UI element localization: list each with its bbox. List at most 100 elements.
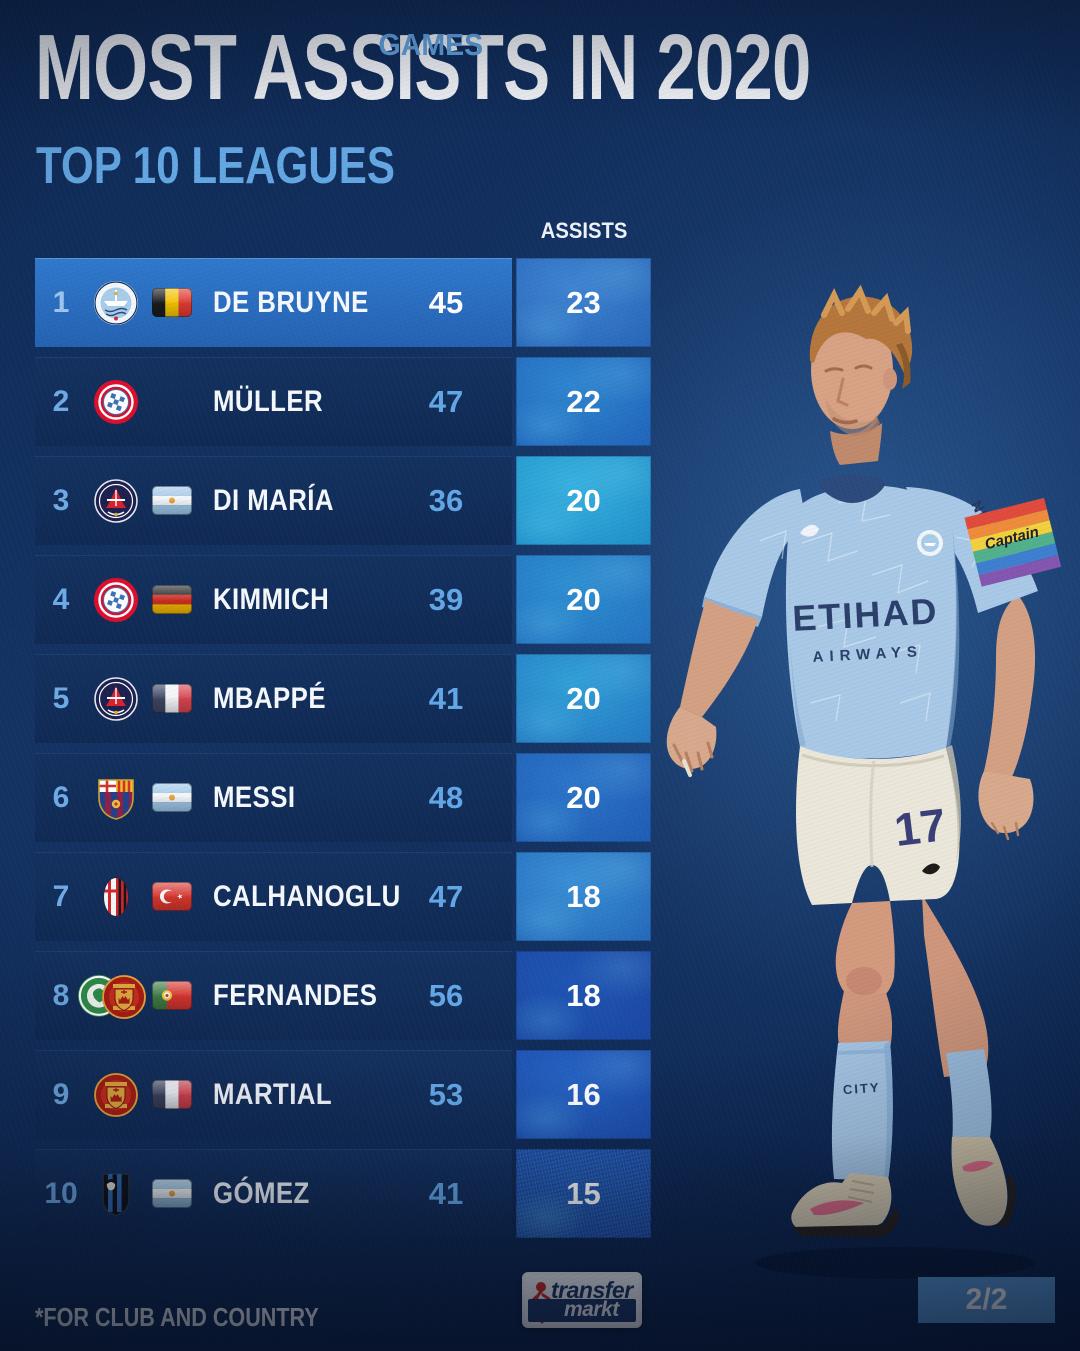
club-badge-ac-milan — [102, 875, 130, 918]
games-value: 48 — [428, 779, 464, 815]
club-badge-cell — [87, 357, 145, 446]
flag-icon-belgium — [152, 288, 192, 317]
country-flag-cell — [149, 1149, 195, 1238]
player-name: MESSI — [213, 781, 296, 814]
club-badge-cell — [87, 753, 145, 842]
shorts-number: 17 — [891, 798, 948, 856]
club-badge-barcelona — [98, 778, 134, 820]
country-flag-cell — [149, 951, 195, 1040]
club-badge-cell — [87, 456, 145, 545]
player-name: DI MARÍA — [213, 484, 334, 517]
rank-number: 3 — [52, 483, 70, 517]
player-name: DE BRUYNE — [213, 286, 369, 319]
assists-value: 18 — [566, 878, 601, 914]
assists-cell: 16 — [516, 1050, 651, 1139]
club-badge-cell — [87, 852, 145, 941]
flag-icon-germany — [152, 585, 192, 614]
table-row: 2 MÜLLER 47 22 — [35, 357, 651, 446]
assists-value: 22 — [566, 383, 601, 419]
club-badge-psg — [94, 478, 138, 523]
club-badge-cell — [87, 258, 145, 347]
assists-value: 20 — [566, 680, 601, 716]
games-value: 39 — [428, 581, 464, 617]
assists-cell: 20 — [516, 654, 651, 743]
flag-icon-argentina — [152, 1179, 192, 1208]
club-badge-cell — [77, 951, 146, 1040]
table-row: 1 DE BRUYNE 45 23 — [35, 258, 651, 347]
club-badge-manchester-city — [94, 280, 138, 325]
flag-icon-argentina — [152, 486, 192, 515]
table-row: 9 MARTIAL 53 16 — [35, 1050, 651, 1139]
page-subtitle: TOP 10 LEAGUES — [36, 137, 395, 195]
club-badge-bayern-munich — [94, 577, 138, 622]
rank-number: 7 — [52, 879, 70, 913]
page-indicator-text: 2/2 — [965, 1283, 1008, 1316]
rank-number: 9 — [52, 1077, 70, 1111]
flag-icon-portugal — [152, 981, 192, 1010]
player-head — [809, 284, 913, 465]
footnote: *FOR CLUB AND COUNTRY — [35, 1302, 319, 1332]
country-flag-cell — [149, 1050, 195, 1139]
rank-number: 6 — [52, 780, 70, 814]
sock-text: CITY — [842, 1080, 881, 1098]
country-flag-cell — [149, 555, 195, 644]
club-badge-cell — [87, 1149, 145, 1238]
country-flag-cell — [149, 456, 195, 545]
assists-value: 18 — [566, 977, 601, 1013]
country-flag-cell — [149, 654, 195, 743]
assists-value: 15 — [566, 1175, 601, 1211]
assists-cell: 20 — [516, 555, 651, 644]
assists-value: 20 — [566, 779, 601, 815]
table-row: 4 KIMMICH 39 20 — [35, 555, 651, 644]
shirt-sponsor-line1: ETIHAD — [791, 590, 939, 639]
games-value: 36 — [428, 482, 464, 518]
flag-icon-france — [152, 684, 192, 713]
assists-cell: 20 — [516, 753, 651, 842]
player-photo: ETIHAD AIRWAYS NEXEN Captain — [640, 275, 1080, 1290]
rank-number: 2 — [52, 384, 70, 418]
games-value: 56 — [428, 977, 464, 1013]
club-badge-atalanta — [102, 1172, 130, 1216]
country-flag-cell — [149, 753, 195, 842]
club-badge-cell — [87, 654, 145, 743]
table-row: 10 GÓMEZ 41 15 — [35, 1149, 651, 1238]
club-badge-cell — [87, 555, 145, 644]
transfermarkt-logo: transfer markt — [522, 1272, 642, 1328]
flag-icon-france — [152, 1080, 192, 1109]
table-row: 3 DI MARÍA 36 20 — [35, 456, 651, 545]
country-flag-cell — [149, 852, 195, 941]
column-header-assists: ASSISTS — [540, 218, 628, 243]
player-name: CALHANOGLU — [213, 880, 401, 913]
assists-value: 20 — [566, 482, 601, 518]
games-value: 41 — [428, 1175, 464, 1211]
player-name: MBAPPÉ — [213, 682, 326, 715]
games-value: 53 — [428, 1076, 464, 1112]
assists-value: 23 — [566, 284, 601, 320]
games-value: 41 — [428, 680, 464, 716]
player-name: GÓMEZ — [213, 1177, 310, 1210]
country-flag-cell — [149, 258, 195, 347]
club-badge-manchester-united — [94, 1072, 138, 1117]
column-header-games: GAMES — [378, 26, 484, 62]
club-badge-bayern-munich — [94, 379, 138, 424]
games-value: 47 — [428, 383, 464, 419]
assists-cell: 15 — [516, 1149, 651, 1238]
games-value: 47 — [428, 878, 464, 914]
rank-number: 4 — [52, 582, 70, 616]
player-name: MÜLLER — [213, 385, 324, 418]
assists-cell: 18 — [516, 951, 651, 1040]
assists-table: 1 DE BRUYNE 45 23 2 MÜLLER 47 22 3 DI MARÍA 36 2… — [35, 258, 651, 1248]
table-row: 7 CALHANOGLU 47 18 — [35, 852, 651, 941]
assists-cell: 22 — [516, 357, 651, 446]
assists-value: 20 — [566, 581, 601, 617]
flag-icon-turkey — [152, 882, 192, 911]
ground-shadow — [755, 1247, 1035, 1279]
table-row: 8 FERNANDES 56 18 — [35, 951, 651, 1040]
rank-number: 10 — [44, 1176, 78, 1210]
table-row: 5 MBAPPÉ 41 20 — [35, 654, 651, 743]
assists-cell: 23 — [516, 258, 651, 347]
player-name: MARTIAL — [213, 1078, 333, 1111]
rank-number: 5 — [52, 681, 70, 715]
rank-number: 1 — [52, 285, 70, 319]
